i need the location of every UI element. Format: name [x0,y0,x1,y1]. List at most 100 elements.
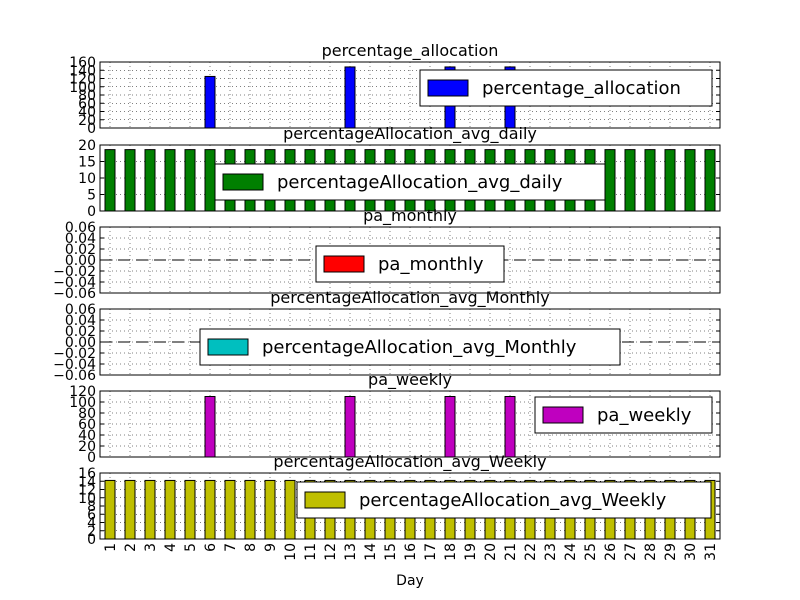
x-tick-label: 19 [463,543,479,561]
legend-swatch [222,173,264,191]
subplot-title: percentage_allocation [322,41,499,61]
y-tick-label: 20 [78,439,96,455]
x-tick-label: 8 [243,543,259,552]
x-tick-label: 18 [443,543,459,561]
y-tick-label: 8 [87,499,96,515]
x-tick-label: 11 [303,543,319,561]
y-tick-label: 100 [69,80,96,96]
bar [144,149,156,212]
x-tick-label: 7 [223,543,239,552]
bar [684,149,696,212]
y-tick-label: 120 [69,384,96,400]
y-tick-label: 60 [78,96,96,112]
bar [144,479,156,540]
legend-label: pa_weekly [597,405,692,426]
bar [644,149,656,212]
x-tick-label: 28 [643,543,659,561]
bar [164,149,176,212]
y-tick-label: 0.02 [65,324,96,340]
x-tick-label: 31 [703,543,719,561]
y-tick-label: 5 [87,188,96,204]
y-tick-label: 160 [69,55,96,71]
y-tick-label: 40 [78,428,96,444]
subplot-3: −0.06−0.04−0.020.000.020.040.06 pa_monthl… [53,206,721,302]
y-tick-label: 0 [87,532,96,548]
legend-swatch [542,406,584,424]
x-tick-label: 5 [183,543,199,552]
legend-swatch [323,255,365,273]
x-tick-label: 1 [103,543,119,552]
y-tick-label: 20 [78,138,96,154]
x-tick-label: 24 [563,543,579,561]
subplot-4: −0.06−0.04−0.020.000.020.040.06percentag… [53,288,721,384]
y-tick-label: 12 [78,483,96,499]
bar [184,149,196,212]
y-tick-label: 6 [87,507,96,523]
legend-box [214,163,606,201]
legend-swatch [304,491,346,509]
subplot-2: 05101520percentageAllocation_avg_dailype… [78,124,721,220]
y-tick-label: 0 [87,450,96,466]
x-tick-label: 10 [283,543,299,561]
bar [604,149,616,212]
bar [244,479,256,540]
y-tick-label: 0.04 [65,231,96,247]
y-tick-label: 10 [78,491,96,507]
legend-swatch [427,79,469,97]
x-tick-label: 9 [263,543,279,552]
y-tick-label: −0.02 [53,346,96,362]
x-tick-label: 16 [403,543,419,561]
bar [184,479,196,540]
legend-label: percentage_allocation [482,78,681,99]
y-tick-label: 40 [78,105,96,121]
bar [124,149,136,212]
legend-box [199,328,621,366]
x-tick-label: 2 [123,543,139,552]
y-tick-label: 100 [69,395,96,411]
y-tick-label: 0 [87,204,96,220]
legend-swatch [207,338,249,356]
legend-label: percentageAllocation_avg_Weekly [359,490,667,511]
x-tick-label: 22 [523,543,539,561]
bar [204,149,216,212]
y-tick-label: 120 [69,72,96,88]
x-tick-label: 15 [383,543,399,561]
subplot-title: percentageAllocation_avg_daily [283,124,537,144]
x-tick-label: 29 [663,543,679,561]
legend: percentageAllocation_avg_Weekly [296,481,712,519]
legend-box [296,481,712,519]
y-tick-label: 4 [87,516,96,532]
x-tick-label: 12 [323,543,339,561]
x-tick-label: 26 [603,543,619,561]
legend-label: pa_monthly [378,254,484,275]
x-tick-label: 3 [143,543,159,552]
x-tick-label: 13 [343,543,359,561]
bar [104,149,116,212]
subplot-stack: 020406080100120140160percentage_allocati… [53,41,721,548]
y-tick-label: −0.06 [53,286,96,302]
y-tick-label: 80 [78,88,96,104]
legend: percentageAllocation_avg_daily [214,163,606,201]
x-tick-label: 6 [203,543,219,552]
x-tick-labels: 1 2 3 4 5 6 7 8 9 10 11 12 13 14 15 16 17 18 19 20 21 22 23 24 2… [103,543,719,561]
y-tick-label: 0.04 [65,313,96,329]
x-axis-label: Day [396,573,424,589]
legend-box [419,69,713,107]
x-tick-label: 30 [683,543,699,561]
subplot-title: pa_weekly [368,370,452,390]
y-tick-label: 0.06 [65,220,96,236]
y-tick-label: 140 [69,63,96,79]
bar [164,479,176,540]
legend: pa_weekly [534,396,713,434]
bar [204,396,216,458]
bar [124,479,136,540]
y-tick-label: 15 [78,155,96,171]
legend: pa_monthly [315,245,505,283]
y-tick-label: −0.06 [53,368,96,384]
subplot-6: 0246810121416percentageAllocation_avg_We… [78,452,721,548]
y-tick-label: 0.00 [65,253,96,269]
bar [204,75,216,129]
